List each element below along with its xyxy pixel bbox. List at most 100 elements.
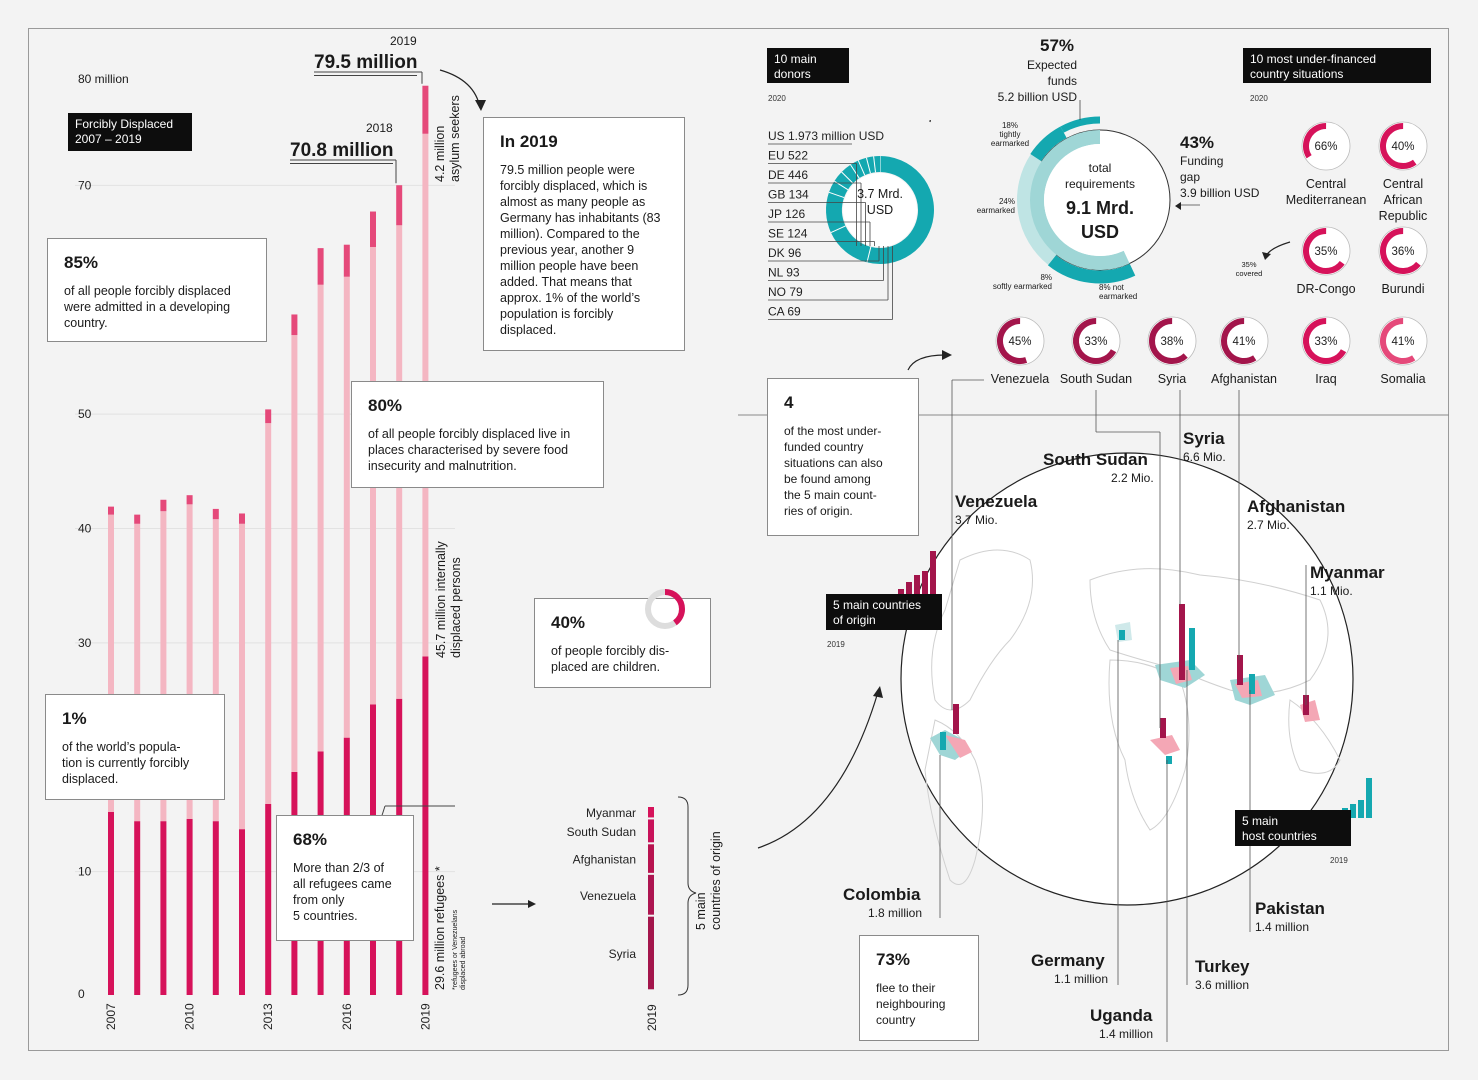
donor-divider bbox=[834, 180, 849, 191]
arrow-head bbox=[942, 350, 952, 360]
country-bar bbox=[1160, 718, 1166, 738]
bar-asylum bbox=[422, 85, 429, 134]
value-colombia: 1.8 million bbox=[868, 906, 923, 920]
underfinanced-donut: 41% bbox=[1378, 316, 1428, 366]
donut-bg bbox=[1301, 316, 1351, 366]
x-tick-label: 2016 bbox=[340, 1003, 354, 1030]
donor-center bbox=[843, 173, 917, 247]
bar-asylum bbox=[343, 244, 350, 277]
underfinanced-country: Syria bbox=[1157, 372, 1187, 386]
label-south-sudan: South Sudan bbox=[1043, 450, 1148, 469]
stat-2019: In 2019 bbox=[500, 132, 558, 151]
underfinanced-donut: 33% bbox=[1301, 316, 1351, 366]
info-box-4: 4 of the most under- funded country situ… bbox=[767, 378, 919, 536]
label-turkey: Turkey bbox=[1195, 957, 1250, 976]
bar-asylum bbox=[317, 248, 324, 285]
donut-pct: 33% bbox=[1314, 336, 1337, 348]
funded-segment bbox=[1047, 254, 1136, 284]
label-afghanistan: Afghanistan bbox=[1247, 497, 1346, 516]
arrow-head bbox=[1262, 252, 1271, 260]
donor-segment bbox=[866, 156, 934, 264]
children-donut bbox=[645, 589, 685, 629]
bar-idp bbox=[265, 423, 272, 804]
donor-label: GB 134 bbox=[768, 188, 809, 202]
gap-pct: 43% bbox=[1180, 133, 1215, 152]
donut-bg bbox=[1378, 226, 1428, 276]
arrow-head bbox=[475, 100, 486, 111]
y-top-label: 80 million bbox=[78, 72, 129, 86]
underfinanced-country: Central African Republic bbox=[1378, 177, 1428, 223]
value-syria: 6.6 Mio. bbox=[1183, 450, 1226, 464]
bar-idp bbox=[186, 504, 193, 819]
donut-arc bbox=[1073, 318, 1119, 364]
arrow-head bbox=[1175, 202, 1181, 210]
origin-mini-bar bbox=[922, 571, 928, 597]
origin-label: South Sudan bbox=[567, 825, 636, 839]
bar-idp bbox=[160, 511, 167, 822]
stat-68-text: More than 2/3 of all refugees came from … bbox=[293, 861, 392, 923]
donut-pct: 33% bbox=[1084, 336, 1107, 348]
bar-idp bbox=[317, 284, 324, 752]
origin-mini-bar bbox=[914, 575, 920, 597]
underfinanced-donut: 35% bbox=[1301, 226, 1351, 276]
stat-73-text: flee to their neighbouring country bbox=[876, 981, 946, 1027]
donor-label: US 1.973 million USD bbox=[768, 129, 884, 143]
funding-gap: Funding gap 3.9 billion USD bbox=[1180, 154, 1260, 200]
donut-bg bbox=[1301, 226, 1351, 276]
info-box-68: 68% More than 2/3 of all refugees came f… bbox=[276, 815, 414, 941]
bar-asylum bbox=[370, 211, 376, 247]
label-colombia: Colombia bbox=[843, 885, 921, 904]
donut-arc bbox=[997, 318, 1043, 364]
y-tick-label: 50 bbox=[78, 407, 92, 421]
infographic-frame bbox=[28, 28, 1449, 1051]
funded-inner bbox=[1030, 130, 1130, 270]
donor-divider bbox=[857, 160, 866, 176]
origin-year: 2019 bbox=[827, 640, 845, 649]
underfinanced-donut: 45% bbox=[995, 316, 1045, 366]
bar-idp bbox=[343, 276, 350, 738]
donut-pct: 38% bbox=[1160, 336, 1183, 348]
x-tick-label: 2010 bbox=[183, 1003, 197, 1030]
country-bar bbox=[1119, 630, 1125, 640]
origin-label: Venezuela bbox=[580, 889, 636, 903]
stat-1-text: of the world’s popula- tion is currently… bbox=[62, 740, 190, 786]
underfinanced-country: DR-Congo bbox=[1296, 282, 1356, 296]
donut-pct: 40% bbox=[1391, 141, 1414, 153]
info-box-85: 85% of all people forcibly displaced wer… bbox=[47, 238, 267, 342]
value-pakistan: 1.4 million bbox=[1255, 920, 1310, 934]
bar-asylum bbox=[291, 314, 298, 336]
origin-label: Afghanistan bbox=[573, 853, 636, 867]
underfinanced-country: Burundi bbox=[1381, 282, 1425, 296]
stat-73: 73% bbox=[876, 950, 911, 969]
host-mini-bar bbox=[1350, 804, 1356, 818]
bar-asylum bbox=[212, 508, 219, 520]
donor-segment bbox=[826, 192, 846, 233]
underfinanced-country: South Sudan bbox=[1059, 372, 1133, 386]
land-outline bbox=[931, 549, 1033, 711]
tight-earmarked: 18% tightly earmarked bbox=[990, 121, 1030, 148]
label-syria: Syria bbox=[1183, 429, 1225, 448]
bar-idp bbox=[108, 514, 114, 812]
requirements-value: 9.1 Mrd. USD bbox=[1065, 198, 1135, 242]
bar-refugees bbox=[160, 821, 167, 995]
donor-label: NL 93 bbox=[768, 266, 800, 280]
bar-refugees bbox=[239, 829, 245, 995]
stat-40: 40% bbox=[551, 613, 586, 632]
bar-asylum bbox=[186, 495, 193, 505]
x-tick-label: 2007 bbox=[104, 1003, 118, 1030]
host-mini-bar bbox=[1358, 800, 1364, 818]
y-tick-label: 40 bbox=[78, 522, 92, 536]
origin-tag: 5 main countries of origin bbox=[826, 594, 942, 630]
bar-idp bbox=[291, 335, 298, 772]
donor-label: JP 126 bbox=[768, 207, 805, 221]
underfinanced-donut: 36% bbox=[1378, 226, 1428, 276]
arrow-curve bbox=[757, 691, 879, 849]
donors-donut-chart: US 1.973 million USD EU 522 DE 446 GB 134 JP… bbox=[768, 120, 934, 320]
underfinanced-country: Afghanistan bbox=[1210, 372, 1278, 386]
origin-mini-bar bbox=[898, 589, 904, 597]
donor-segment bbox=[830, 225, 872, 263]
donor-label: DE 446 bbox=[768, 168, 808, 182]
land-outline bbox=[1089, 568, 1329, 694]
x-tick-label: 2019 bbox=[418, 1003, 432, 1030]
